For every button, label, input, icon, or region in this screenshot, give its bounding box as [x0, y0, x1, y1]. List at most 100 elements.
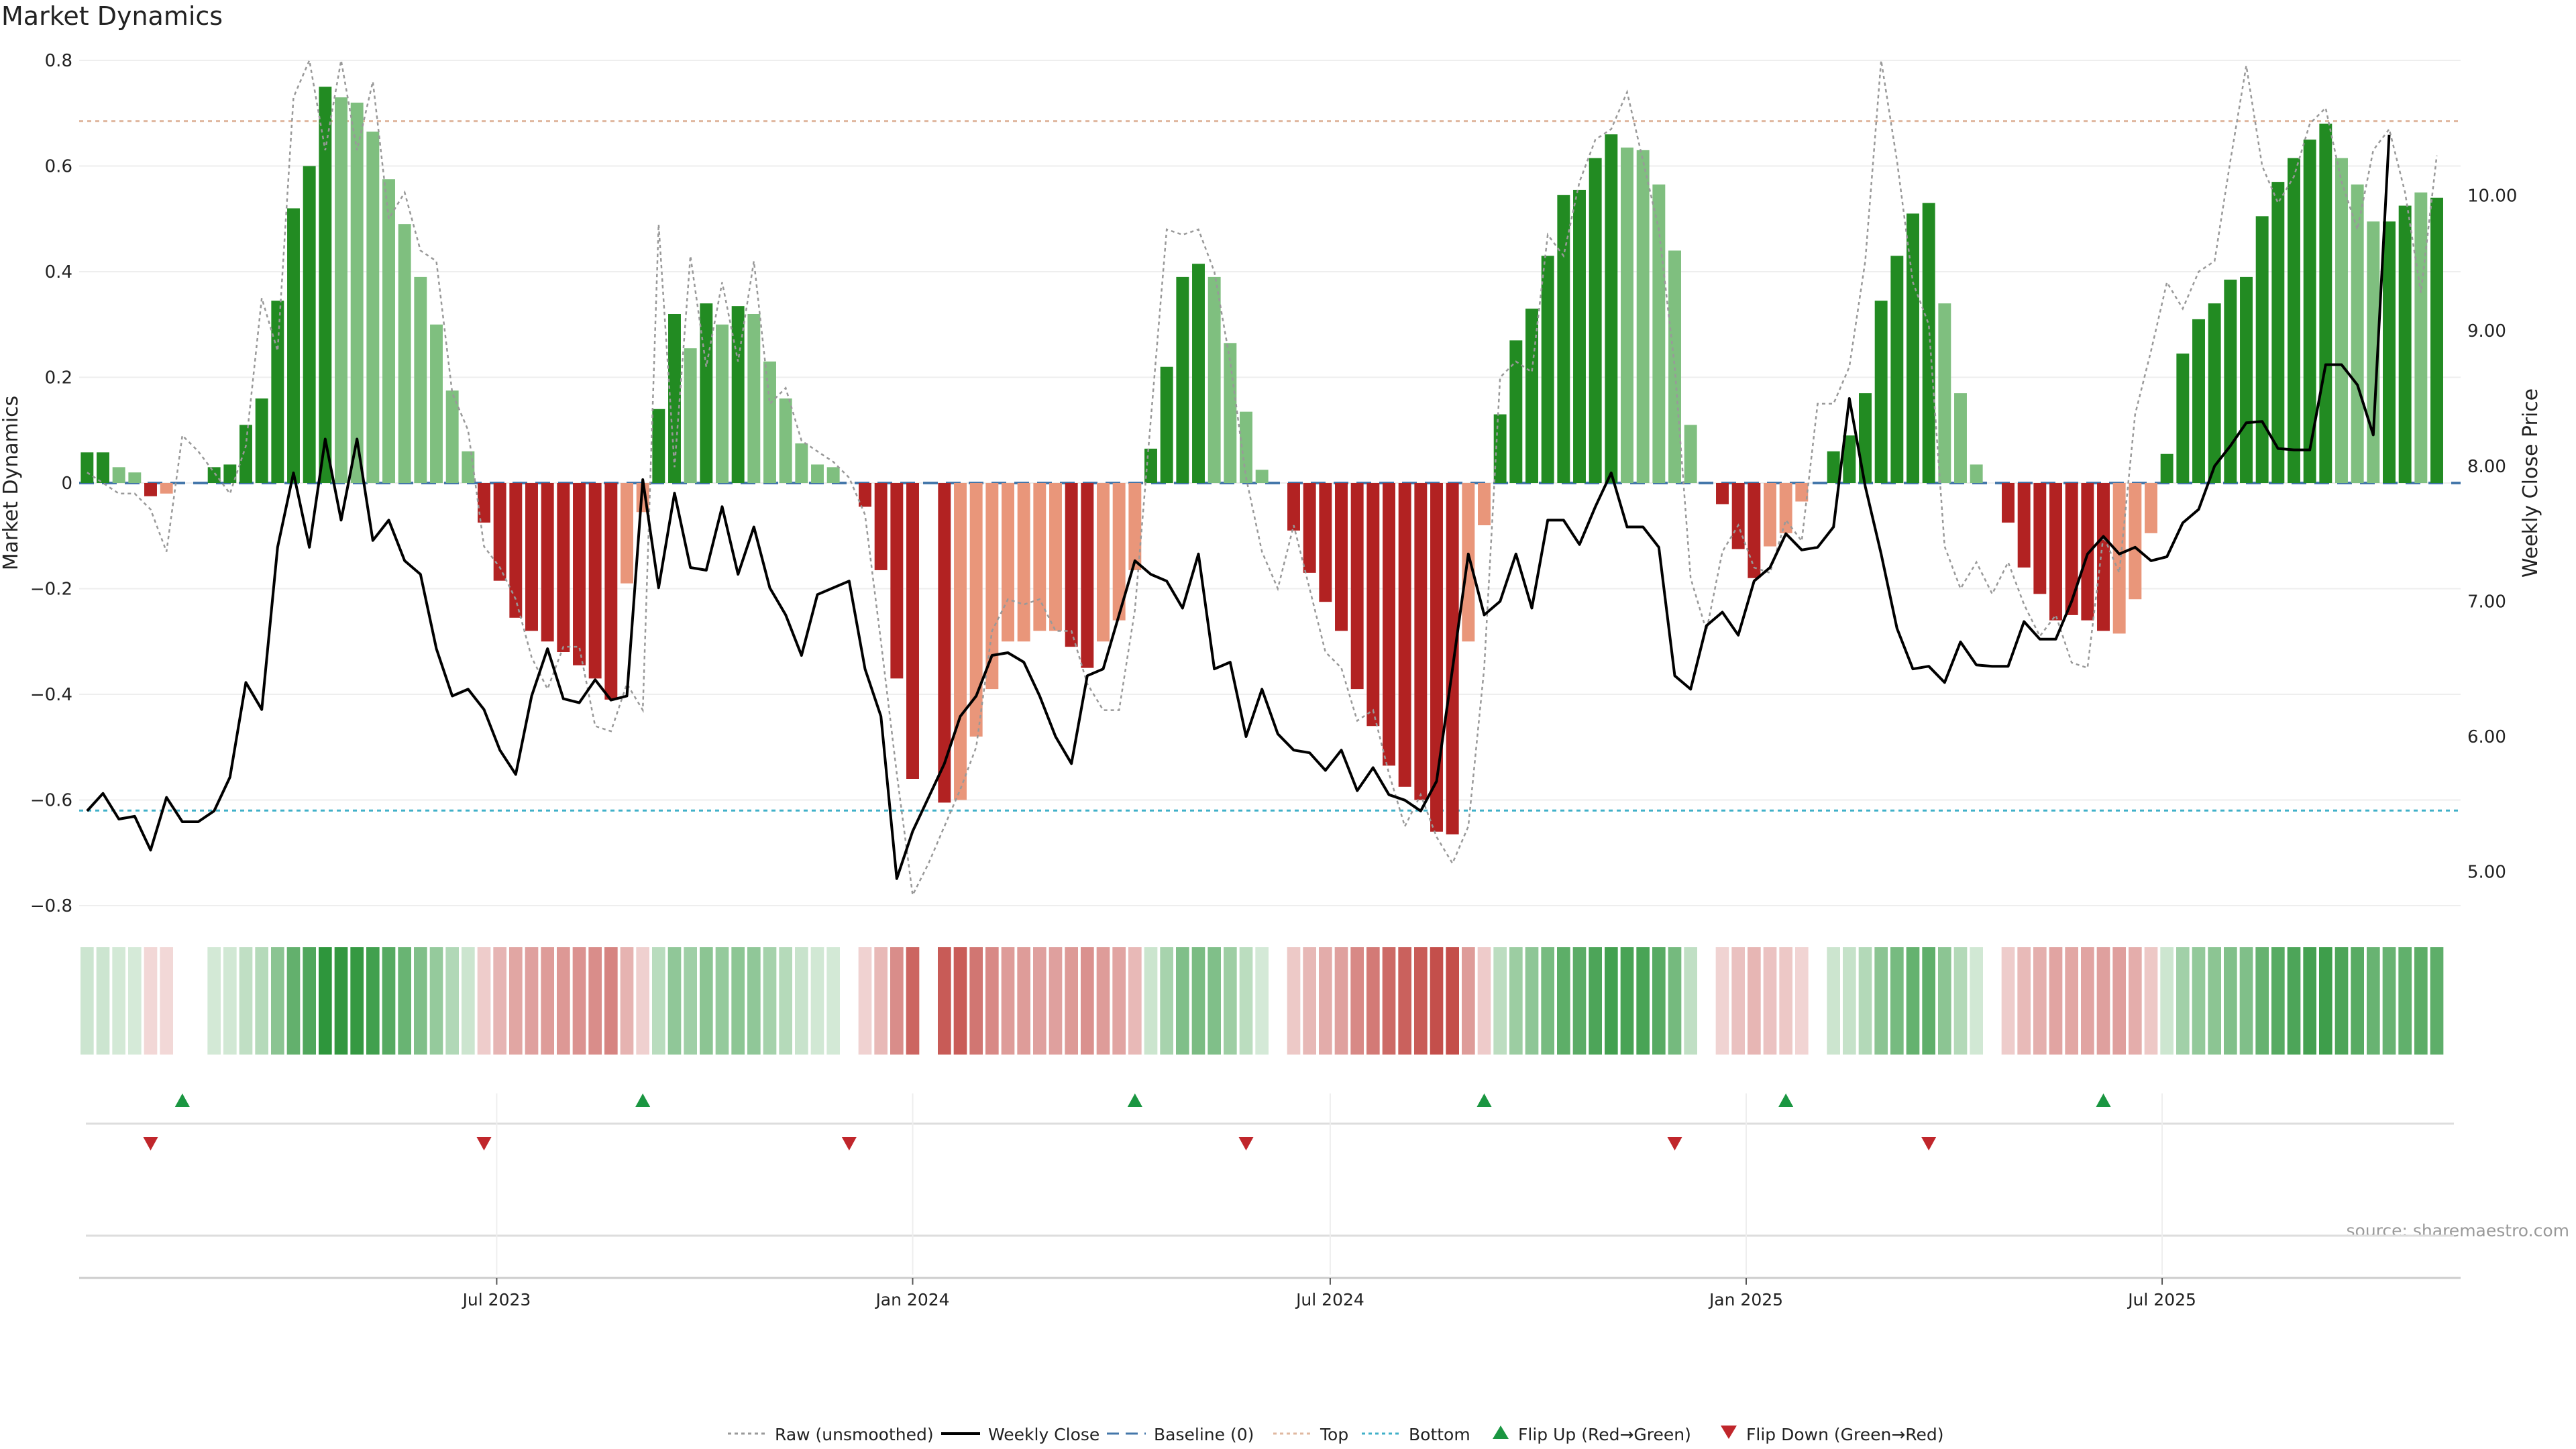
heat-cell: [239, 947, 253, 1055]
heat-cell: [80, 947, 94, 1055]
heat-cell: [445, 947, 459, 1055]
bar: [478, 483, 490, 523]
bar: [1970, 464, 1983, 483]
bar: [668, 314, 681, 483]
bar: [414, 276, 427, 483]
heat-cell: [286, 947, 301, 1055]
close-series: [86, 134, 2391, 880]
heat-cell: [938, 947, 951, 1055]
y-tick-label: −0.6: [30, 791, 72, 811]
bar: [2303, 140, 2316, 483]
bar: [2033, 483, 2047, 594]
heat-cell: [1382, 947, 1396, 1055]
heat-cell: [1541, 947, 1554, 1055]
bar: [445, 390, 459, 483]
y2-axis-label: Weekly Close Price: [2519, 388, 2542, 578]
heat-cell: [2351, 947, 2364, 1055]
heat-cell: [350, 947, 364, 1055]
bar: [1938, 303, 1951, 483]
bar: [223, 464, 237, 483]
heat-cell: [382, 947, 396, 1055]
heat-cell: [1414, 947, 1428, 1055]
bar: [1366, 483, 1380, 727]
heat-cell: [2001, 947, 2015, 1055]
bar: [112, 467, 125, 483]
heat-cell: [684, 947, 697, 1055]
bar: [652, 409, 665, 483]
heat-cell: [1763, 947, 1777, 1055]
legend: Raw (unsmoothed) Weekly Close Baseline (0)…: [728, 1425, 1944, 1444]
legend-label: Flip Up (Red→Green): [1518, 1425, 1691, 1444]
bar: [239, 425, 252, 483]
heat-cell: [429, 947, 443, 1055]
bar: [1287, 483, 1300, 531]
heat-cell: [906, 947, 920, 1055]
bar: [398, 224, 411, 483]
heat-cell: [1065, 947, 1078, 1055]
bar: [938, 483, 951, 803]
bar: [493, 483, 506, 581]
heat-cell: [1017, 947, 1030, 1055]
y-tick-label: 0.6: [45, 157, 72, 177]
heat-cell: [667, 947, 682, 1055]
bar: [1779, 483, 1792, 533]
bar: [2383, 221, 2396, 483]
bar: [779, 398, 792, 483]
flip-down-marker: [143, 1137, 158, 1150]
heat-cell: [334, 947, 348, 1055]
heat-cell: [462, 947, 475, 1055]
bar: [2160, 453, 2174, 483]
heat-cell: [2033, 947, 2047, 1055]
legend-flip-up-swatch: [1493, 1426, 1509, 1439]
heat-cell: [223, 947, 237, 1055]
legend-label: Bottom: [1409, 1425, 1470, 1444]
heat-cell: [1890, 947, 1904, 1055]
heat-cell: [747, 947, 761, 1055]
bar: [1350, 483, 1364, 690]
heat-cell: [1255, 947, 1269, 1055]
heat-cell: [2414, 947, 2428, 1055]
bar: [382, 179, 395, 483]
heat-cell: [2334, 947, 2349, 1055]
heat-cell: [1509, 947, 1523, 1055]
bar: [811, 464, 824, 483]
bar: [1224, 343, 1237, 483]
heat-cell: [1525, 947, 1539, 1055]
heat-cell: [1303, 947, 1316, 1055]
bar: [1748, 483, 1761, 578]
bar: [1160, 366, 1173, 483]
bar: [906, 483, 919, 779]
bar: [954, 483, 967, 800]
bar: [2049, 483, 2062, 621]
flip-up-marker: [174, 1093, 190, 1107]
heat-cell: [1334, 947, 1348, 1055]
heat-cell: [1128, 947, 1142, 1055]
bar: [1446, 483, 1459, 835]
bar: [604, 483, 618, 700]
bar: [1112, 483, 1126, 621]
heat-cell: [1144, 947, 1158, 1055]
heat-cell: [1795, 947, 1809, 1055]
bar: [1017, 483, 1030, 642]
bar: [255, 398, 268, 483]
heat-cell: [160, 947, 173, 1055]
bar: [1954, 393, 1967, 483]
heat-cell: [1160, 947, 1173, 1055]
heat-cell: [1938, 947, 1951, 1055]
heat-cell: [1366, 947, 1380, 1055]
bar: [350, 103, 364, 483]
bar: [1541, 256, 1554, 483]
x-tick-label: Jan 2024: [874, 1290, 949, 1309]
heat-cell: [2160, 947, 2174, 1055]
heat-cell: [636, 947, 649, 1055]
heat-cell: [1033, 947, 1046, 1055]
flip-up-marker: [1477, 1093, 1492, 1107]
bar: [1716, 483, 1729, 504]
heat-cell: [1557, 947, 1570, 1055]
heat-cell: [144, 947, 158, 1055]
bar: [969, 483, 983, 737]
y-axis-label: Market Dynamics: [0, 396, 23, 571]
heat-cell: [1684, 947, 1697, 1055]
heat-cell: [2430, 947, 2444, 1055]
heat-cell: [1477, 947, 1491, 1055]
